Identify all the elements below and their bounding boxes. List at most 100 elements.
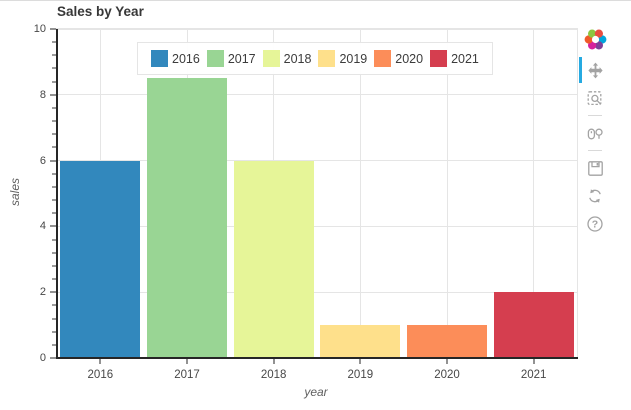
y-minor-tick-mark bbox=[52, 107, 56, 109]
legend-swatch bbox=[151, 50, 168, 67]
legend-label: 2018 bbox=[283, 51, 312, 66]
bokeh-logo-icon[interactable] bbox=[584, 28, 607, 51]
y-minor-tick-mark bbox=[52, 54, 56, 56]
y-minor-tick-mark bbox=[52, 81, 56, 83]
chart-title: Sales by Year bbox=[57, 4, 144, 19]
y-tick-label: 8 bbox=[39, 88, 46, 101]
y-tick-label: 4 bbox=[39, 220, 46, 233]
reset-icon bbox=[589, 189, 601, 203]
legend-swatch bbox=[374, 50, 392, 67]
x-tick-label: 2017 bbox=[174, 369, 200, 381]
y-axis-label: sales bbox=[8, 177, 22, 207]
gridline bbox=[57, 28, 577, 30]
y-tick-mark bbox=[50, 291, 56, 293]
svg-text:?: ? bbox=[592, 219, 598, 231]
y-minor-tick-mark bbox=[52, 212, 56, 214]
toolbar: ? bbox=[577, 26, 613, 238]
gridline bbox=[359, 29, 361, 358]
gridline bbox=[57, 291, 577, 293]
y-minor-tick-mark bbox=[52, 304, 56, 306]
y-tick-label: 2 bbox=[39, 286, 46, 299]
legend-swatch bbox=[262, 50, 280, 67]
legend-label: 2021 bbox=[451, 51, 479, 66]
y-minor-tick-mark bbox=[52, 331, 56, 333]
legend-label: 2016 bbox=[172, 51, 200, 66]
legend-label: 2017 bbox=[227, 51, 256, 66]
bar bbox=[233, 160, 314, 358]
y-minor-tick-mark bbox=[52, 67, 56, 69]
legend-item: 2019 bbox=[318, 50, 367, 67]
y-minor-tick-mark bbox=[52, 239, 56, 241]
box-zoom-icon bbox=[587, 90, 601, 105]
legend-item: 2017 bbox=[206, 50, 256, 67]
gridline bbox=[57, 160, 577, 162]
legend-item: 2016 bbox=[151, 50, 200, 67]
x-tick-label: 2016 bbox=[87, 369, 114, 381]
y-minor-tick-mark bbox=[52, 173, 56, 175]
y-minor-tick-mark bbox=[52, 186, 56, 188]
x-tick-mark bbox=[99, 358, 101, 364]
bar bbox=[407, 325, 487, 358]
save-icon bbox=[587, 160, 603, 176]
x-tick-mark bbox=[359, 358, 361, 364]
y-minor-tick-mark bbox=[52, 252, 56, 254]
toolbar-separator bbox=[588, 150, 602, 151]
y-minor-tick-mark bbox=[52, 199, 56, 201]
y-minor-tick-mark bbox=[52, 344, 56, 346]
x-tick-mark bbox=[273, 358, 275, 364]
toolbar-separator bbox=[588, 115, 602, 116]
gridline bbox=[57, 94, 577, 96]
y-tick-mark bbox=[50, 225, 56, 227]
y-minor-tick-mark bbox=[52, 146, 56, 148]
y-tick-mark bbox=[50, 357, 56, 359]
y-tick-label: 6 bbox=[39, 154, 46, 167]
x-tick-label: 2020 bbox=[434, 369, 460, 381]
y-minor-tick-mark bbox=[52, 278, 56, 280]
gridline bbox=[446, 29, 448, 358]
y-tick-mark bbox=[50, 28, 56, 30]
legend-swatch bbox=[206, 50, 224, 67]
y-tick-label: 10 bbox=[33, 23, 46, 35]
bar bbox=[147, 78, 227, 358]
x-tick-mark bbox=[186, 358, 188, 364]
legend-label: 2020 bbox=[395, 51, 424, 66]
plot-area[interactable]: 0 2 4 6 8 10 2016 2017 2018 2019 2020 2021 bbox=[34, 23, 578, 381]
wheel-zoom-tool-button[interactable] bbox=[580, 119, 610, 147]
help-tool-button[interactable]: ? bbox=[580, 210, 610, 238]
bar bbox=[60, 160, 141, 358]
y-axis-line bbox=[56, 29, 58, 358]
y-minor-tick-mark bbox=[52, 133, 56, 135]
legend-item: 2021 bbox=[430, 50, 479, 67]
gridline bbox=[533, 29, 535, 358]
x-axis-label: year bbox=[304, 385, 328, 399]
legend-label: 2019 bbox=[339, 51, 368, 66]
legend-item: 2020 bbox=[374, 50, 423, 67]
bar bbox=[320, 325, 401, 358]
legend: 2016 2017 2018 2019 2020 2021 bbox=[137, 42, 493, 75]
box-zoom-tool-button[interactable] bbox=[580, 84, 610, 112]
active-tool-indicator bbox=[579, 57, 582, 83]
y-minor-tick-mark bbox=[52, 120, 56, 122]
x-axis-line bbox=[56, 357, 578, 359]
x-tick-label: 2018 bbox=[260, 369, 287, 381]
x-tick-label: 2021 bbox=[520, 369, 547, 381]
legend-swatch bbox=[318, 50, 336, 67]
reset-tool-button[interactable] bbox=[580, 182, 610, 210]
gridline bbox=[57, 225, 577, 227]
y-tick-mark bbox=[50, 160, 56, 162]
x-tick-mark bbox=[533, 358, 535, 364]
y-minor-tick-mark bbox=[52, 41, 56, 43]
pan-tool-button[interactable] bbox=[579, 56, 610, 84]
y-tick-mark bbox=[50, 94, 56, 96]
y-minor-tick-mark bbox=[52, 318, 56, 320]
legend-item: 2018 bbox=[262, 50, 312, 67]
help-icon: ? bbox=[587, 216, 603, 232]
wheel-zoom-icon bbox=[587, 128, 603, 139]
x-tick-label: 2019 bbox=[347, 369, 374, 381]
y-minor-tick-mark bbox=[52, 265, 56, 267]
save-tool-button[interactable] bbox=[580, 154, 610, 182]
legend-swatch bbox=[430, 50, 448, 67]
bar bbox=[493, 292, 574, 358]
y-tick-label: 0 bbox=[39, 352, 46, 364]
